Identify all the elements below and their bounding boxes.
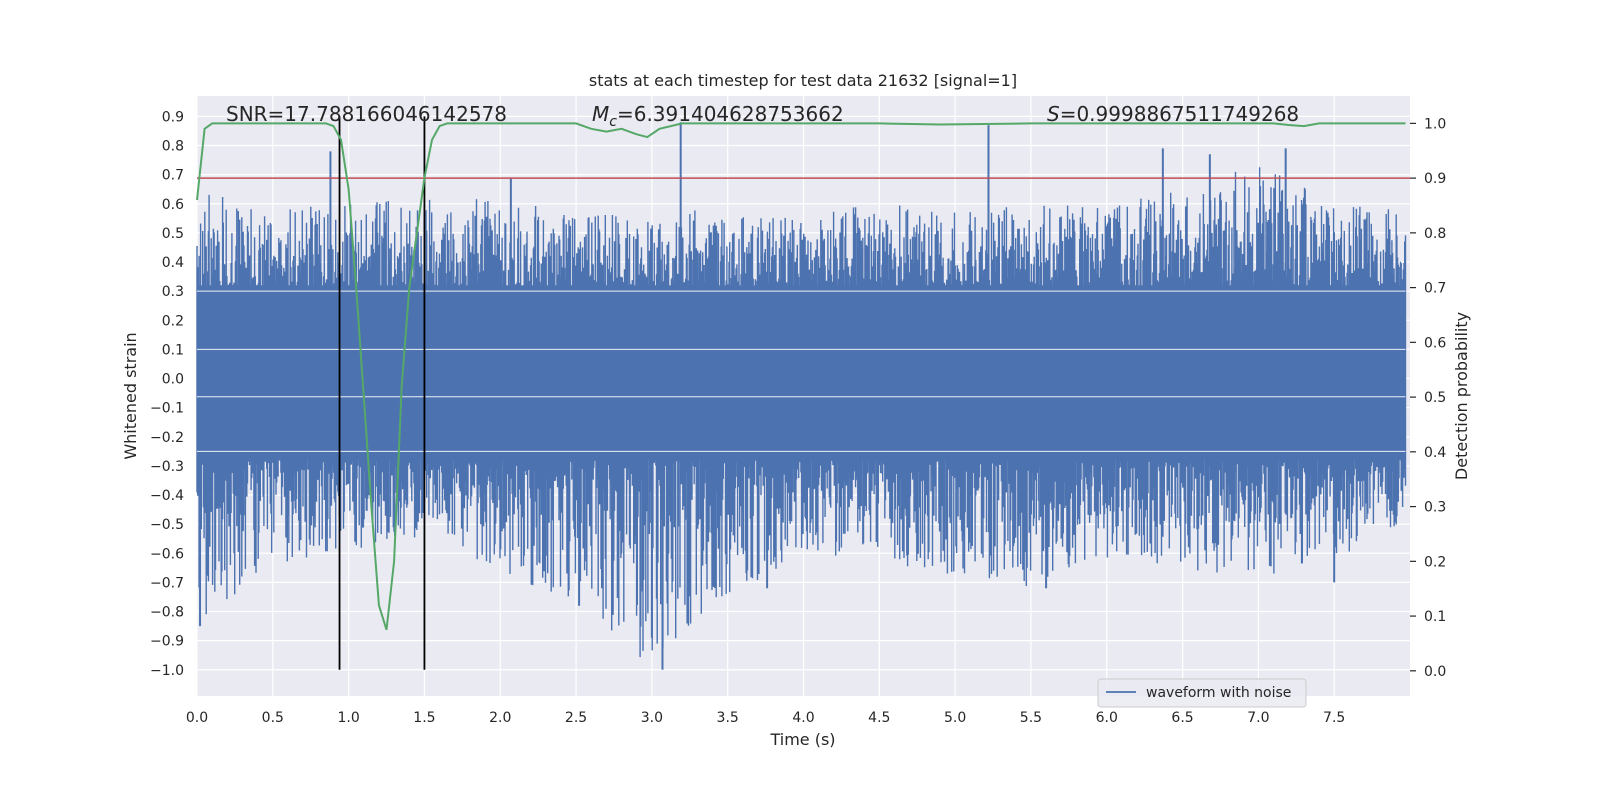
snr-annotation: SNR=17.788166046142578 [226,102,507,126]
chirp-mass-value: =6.391404628753662 [617,102,844,126]
y2-tick-label: 0.1 [1424,609,1446,625]
x-tick-label: 1.0 [337,710,359,726]
y2-axis-label: Detection probability [1452,312,1471,480]
y-tick-label: −0.9 [150,634,184,650]
y-tick-label: −0.3 [150,459,184,475]
y2-tick-label: 1.0 [1424,116,1446,132]
waveform-line [196,167,1407,658]
y-tick-label: −0.5 [150,517,184,533]
y-tick-label: 0.3 [162,284,184,300]
x-tick-label: 4.0 [792,710,814,726]
y-tick-label: 0.0 [162,372,184,388]
y2-tick-label: 0.9 [1424,171,1446,187]
y-axis-label: Whitened strain [121,332,140,459]
y-tick-label: 0.2 [162,313,184,329]
x-tick-label: 3.0 [641,710,663,726]
legend: waveform with noise [1097,678,1307,708]
y2-tick-label: 0.8 [1424,226,1446,242]
x-tick-label: 2.0 [489,710,511,726]
y2-tick-label: 0.0 [1424,664,1446,680]
y-tick-label: −1.0 [150,663,184,679]
chirp-mass-subscript: c [609,114,617,130]
x-tick-label: 3.5 [717,710,739,726]
x-tick-label: 0.5 [262,710,284,726]
y-tick-label: 0.4 [162,255,184,271]
x-tick-label: 5.5 [1020,710,1042,726]
y-tick-label: 0.9 [162,109,184,125]
s-annotation: S=0.9998867511749268 [1047,102,1299,126]
probability-layer [196,122,1406,631]
y-tick-label: −0.7 [150,575,184,591]
y-tick-label: 0.5 [162,226,184,242]
x-tick-label: 1.5 [413,710,435,726]
y-tick-label: −0.2 [150,430,184,446]
probability-line [196,122,1406,631]
legend-box [1097,678,1307,708]
y2-tick-label: 0.5 [1424,390,1446,406]
x-tick-label: 2.5 [565,710,587,726]
x-tick-layer: 0.0 0.5 1.0 1.5 2.0 2.5 3.0 3.5 4.0 4.5 5.0 5.5 6.0 6… [186,710,1345,726]
y2-tick-label: 0.3 [1424,500,1446,516]
chirp-mass-symbol: M [592,102,609,126]
x-axis-label: Time (s) [769,730,835,749]
y-tick-label: −0.4 [150,488,184,504]
y2-tick-label: 0.7 [1424,281,1446,297]
y-tick-label: −0.8 [150,605,184,621]
x-tick-label: 0.0 [186,710,208,726]
x-tick-label: 5.0 [944,710,966,726]
y-tick-label: −0.6 [150,546,184,562]
s-symbol: S [1047,102,1060,126]
x-tick-label: 6.5 [1171,710,1193,726]
y2-tick-label: 0.4 [1424,445,1446,461]
y-tick-layer: 0.9 0.8 0.7 0.6 0.5 0.4 0.3 0.2 0.1 0.0 −0.1 −0.2 −0… [150,109,184,678]
y-tick-label: 0.6 [162,197,184,213]
y2-tick-label: 0.6 [1424,335,1446,351]
x-tick-label: 7.5 [1323,710,1345,726]
y2-tick-label: 0.2 [1424,554,1446,570]
waveform-layer [196,122,1407,670]
legend-label-waveform: waveform with noise [1146,685,1291,701]
y-tick-label: 0.7 [162,168,184,184]
chirp-mass-annotation: Mc=6.391404628753662 [592,102,844,130]
x-tick-label: 7.0 [1247,710,1269,726]
x-tick-label: 4.5 [868,710,890,726]
y2-tick-layer: 1.0 0.9 0.8 0.7 0.6 0.5 0.4 0.3 0.2 0.1 0.0 [1410,116,1446,680]
y-tick-label: 0.8 [162,139,184,155]
marker-layer [338,116,426,670]
x-tick-label: 6.0 [1096,710,1118,726]
s-value: =0.9998867511749268 [1060,102,1299,126]
y-tick-label: 0.1 [162,342,184,358]
y-tick-label: −0.1 [150,401,184,417]
chart-title: stats at each timestep for test data 216… [589,71,1017,90]
